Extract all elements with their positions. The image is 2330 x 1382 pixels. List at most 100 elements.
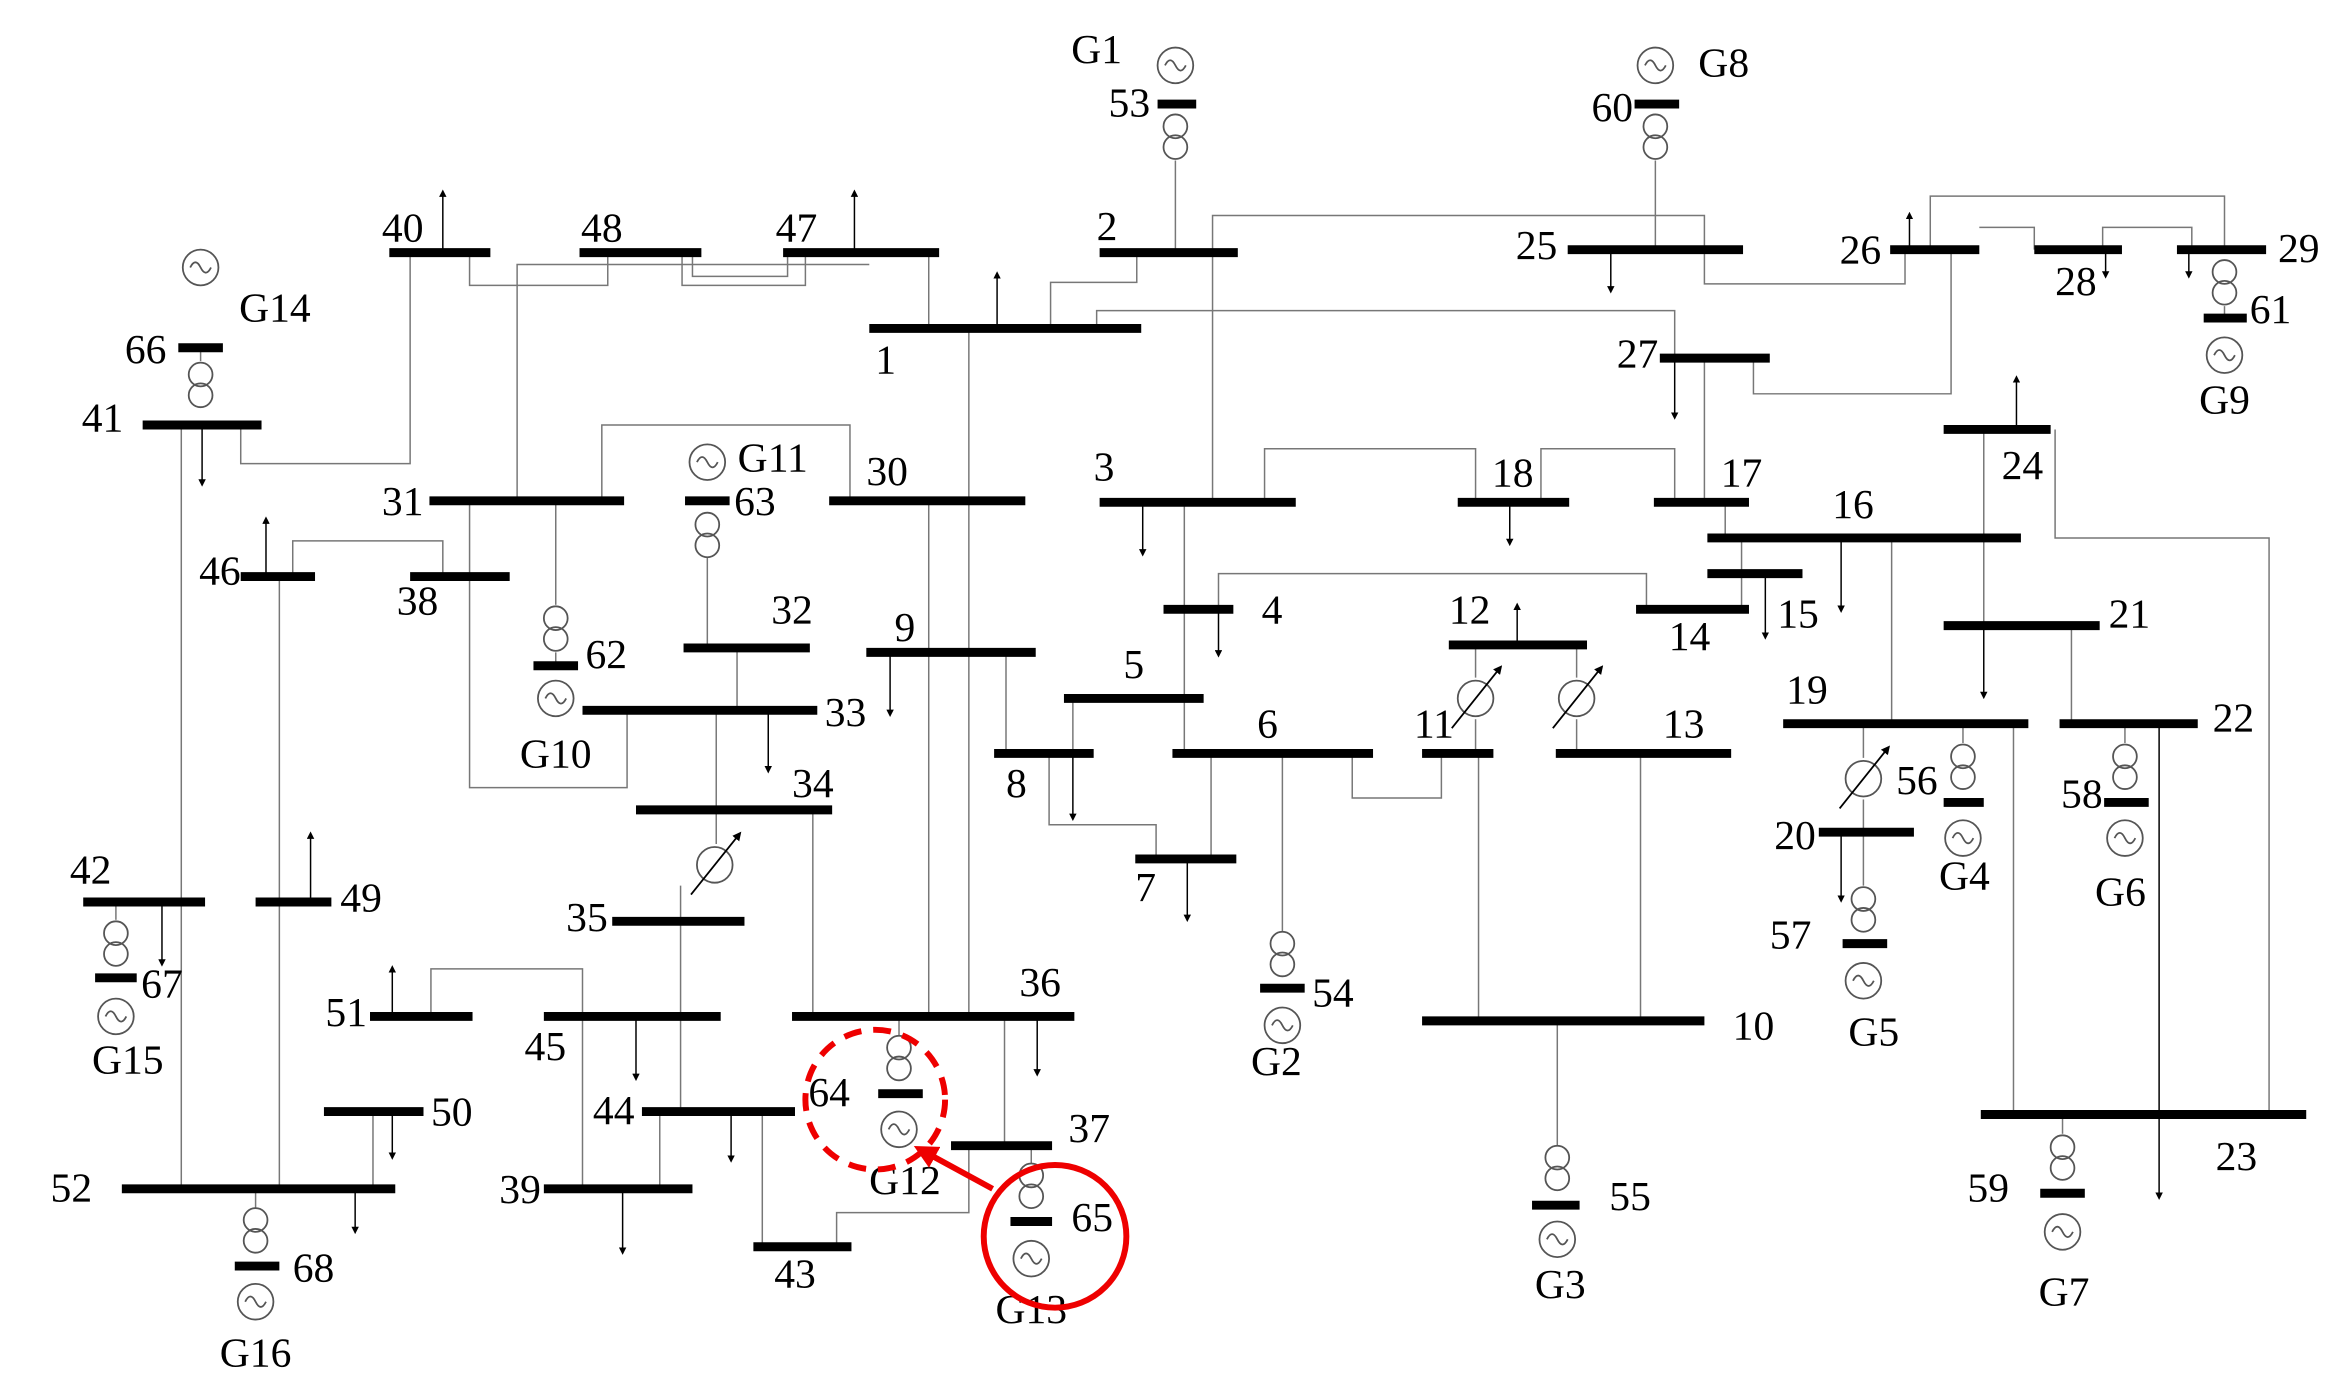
- bus-label: 16: [1832, 481, 1874, 527]
- transformer: [242, 1228, 269, 1254]
- transmission-line: [430, 968, 584, 1017]
- labels: G1G2G3G4G5G6G7G8G9G10G11G12G13G14G15G161…: [51, 26, 2320, 1375]
- bus-label: 24: [2002, 442, 2044, 488]
- bus-label: 56: [1896, 757, 1938, 803]
- bus-label: 19: [1786, 667, 1828, 713]
- buses: [83, 99, 2307, 1271]
- transmission-line: [291, 540, 444, 577]
- generator-symbol: [244, 1295, 267, 1308]
- generator-label: G15: [92, 1037, 164, 1083]
- generator-label: G5: [1848, 1008, 1899, 1054]
- bus-label: 21: [2109, 591, 2151, 637]
- bus-label: 18: [1492, 450, 1534, 496]
- phase-shifter-arrow: [690, 831, 742, 896]
- bus-label: 9: [895, 604, 916, 650]
- generator-symbol: [1852, 974, 1875, 987]
- bus-label: 50: [431, 1089, 473, 1135]
- generator-label: G2: [1251, 1038, 1302, 1084]
- bus-label: 60: [1591, 84, 1633, 130]
- dashed-circle: [802, 1026, 949, 1173]
- lines: [115, 160, 2270, 1247]
- transformer: [1269, 951, 1296, 978]
- bus-label: 37: [1068, 1105, 1110, 1151]
- generator-symbol: [1164, 59, 1187, 72]
- transmission-line: [468, 252, 609, 287]
- bus-label: 41: [82, 395, 124, 441]
- bus-label: 23: [2216, 1133, 2258, 1179]
- bus-label: 55: [1609, 1173, 1651, 1219]
- bus-label: 64: [808, 1069, 850, 1115]
- bus-label: 46: [199, 548, 241, 594]
- bus-label: 49: [340, 875, 382, 921]
- bus-label: 45: [525, 1023, 567, 1069]
- generator-label: G10: [520, 730, 592, 776]
- bus-label: 7: [1135, 864, 1156, 910]
- transformer: [1162, 113, 1189, 140]
- bus-label: 28: [2055, 258, 2097, 304]
- bus-label: 11: [1414, 701, 1454, 747]
- bus-label: 4: [1262, 586, 1283, 632]
- transmission-line: [2101, 226, 2193, 250]
- transmission-line: [239, 252, 411, 465]
- transmission-line: [516, 263, 870, 501]
- bus-label: 54: [1312, 970, 1354, 1016]
- bus-label: 58: [2061, 771, 2103, 817]
- bus-label: 29: [2278, 225, 2320, 271]
- bus-label: 13: [1663, 701, 1705, 747]
- bus-label: 66: [125, 326, 167, 372]
- transformer: [542, 626, 569, 652]
- transformer: [886, 1034, 912, 1061]
- bus-label: 35: [566, 894, 608, 940]
- transformer: [1642, 113, 1669, 140]
- transformer: [242, 1207, 269, 1233]
- generator-symbol: [1951, 832, 1975, 845]
- bus-label: 44: [593, 1087, 635, 1133]
- transformer: [1018, 1183, 1045, 1210]
- generator-label: G8: [1698, 39, 1749, 85]
- bus-label: 65: [1071, 1194, 1113, 1240]
- bus-label: 2: [1097, 203, 1118, 249]
- transmission-line: [1540, 448, 1676, 503]
- bus-label: 14: [1669, 613, 1711, 659]
- generator-label: G16: [220, 1329, 292, 1375]
- transformer: [694, 511, 721, 538]
- transformer: [1269, 930, 1296, 957]
- transformer: [2049, 1134, 2076, 1160]
- highlight: [802, 1026, 1130, 1311]
- bus-label: 31: [382, 478, 424, 524]
- generator-symbol: [2213, 349, 2236, 362]
- transformer: [2112, 764, 2138, 790]
- transmission-line: [1211, 214, 1906, 285]
- transformer: [1950, 764, 1976, 790]
- transmission-line: [1049, 252, 1138, 329]
- transformer: [2211, 279, 2238, 306]
- bus-label: 67: [141, 961, 183, 1007]
- transmission-line: [1263, 448, 1477, 503]
- bus-label: 34: [792, 760, 834, 806]
- transmission-line: [1929, 195, 2226, 250]
- transformer: [2112, 743, 2138, 770]
- bus-label: 62: [585, 631, 627, 677]
- bus-label: 51: [325, 989, 367, 1035]
- transmission-line: [1095, 309, 1676, 359]
- bus-label: 63: [734, 478, 776, 524]
- transformer: [1850, 907, 1877, 933]
- generator-label: G1: [1071, 26, 1122, 72]
- transformer: [694, 532, 721, 559]
- transmission-line: [2054, 429, 2270, 1115]
- transformer: [1544, 1165, 1571, 1192]
- generator-label: G7: [2039, 1268, 2090, 1314]
- bus-label: 10: [1733, 1002, 1775, 1048]
- generator-label: G4: [1939, 852, 1990, 898]
- bus-label: 39: [499, 1166, 541, 1212]
- transformer: [1544, 1144, 1571, 1171]
- bus-label: 26: [1840, 227, 1882, 273]
- transformer: [2049, 1155, 2076, 1181]
- devices: [97, 46, 2244, 1321]
- bus-label: 47: [776, 204, 818, 250]
- bus-label: 61: [2250, 286, 2292, 332]
- generator-label: G14: [239, 285, 311, 331]
- bus-label: 25: [1516, 222, 1558, 268]
- transformer: [187, 361, 214, 388]
